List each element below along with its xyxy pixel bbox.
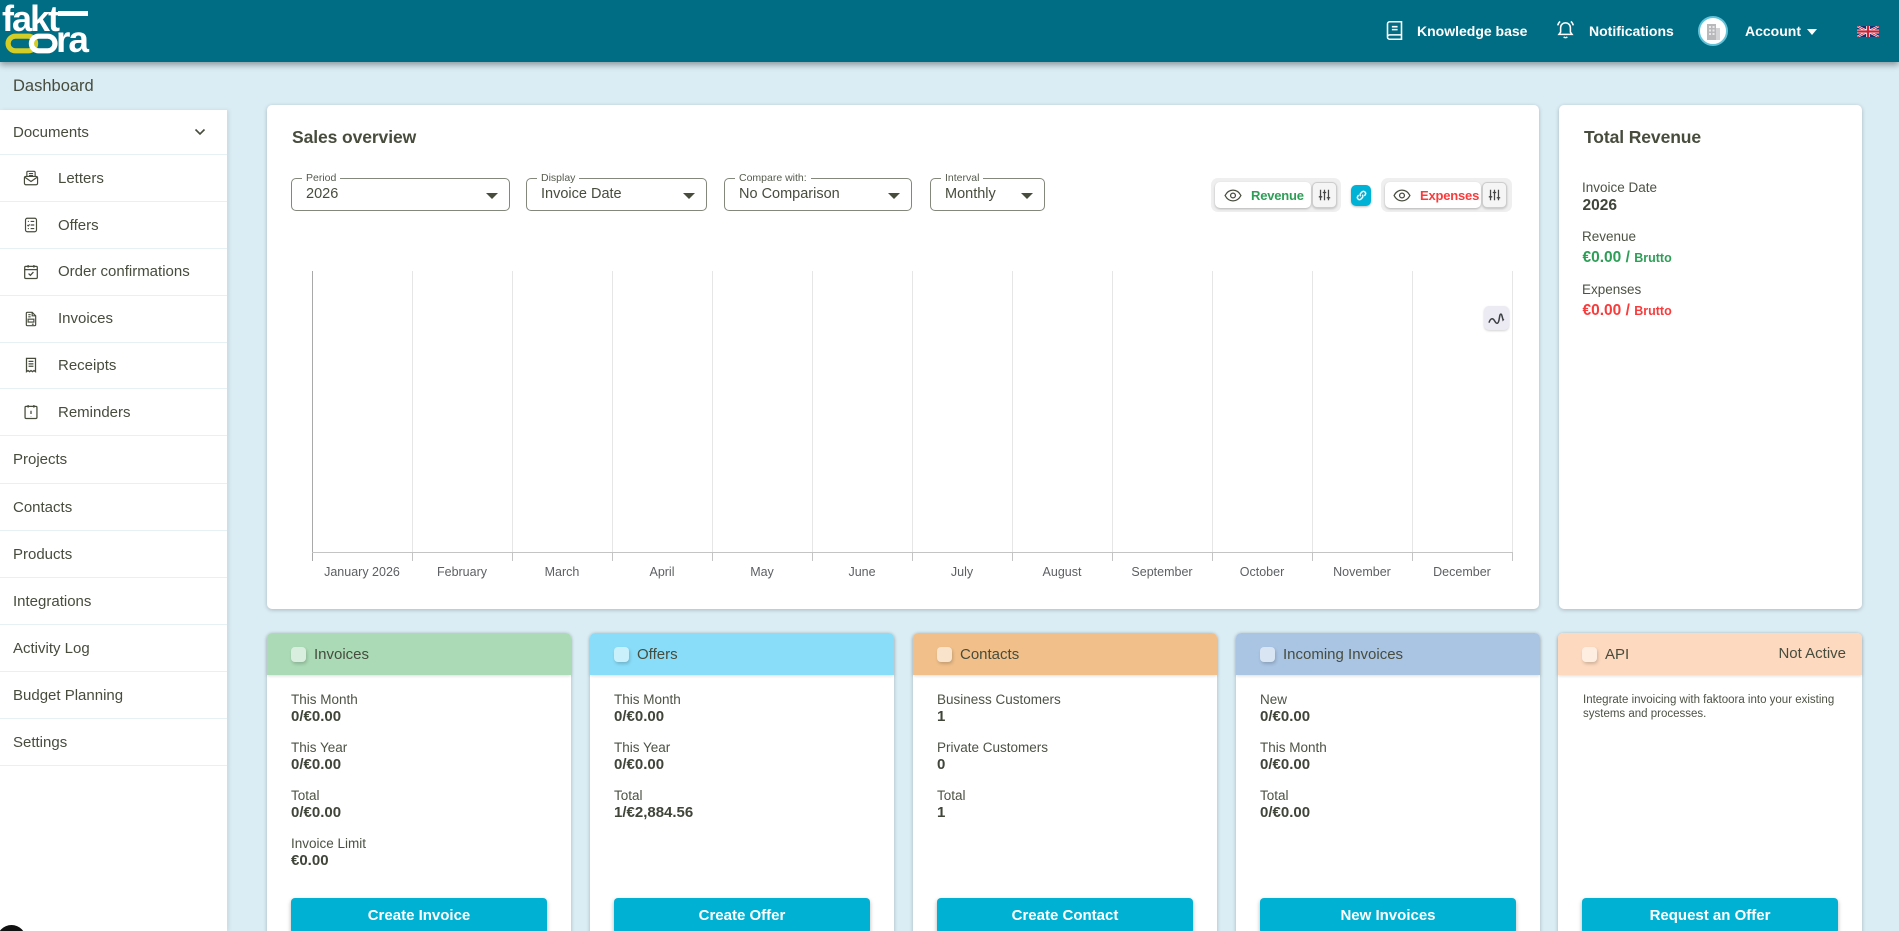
svg-text:April: April	[649, 565, 674, 579]
svg-text:June: June	[848, 565, 875, 579]
svg-text:October: October	[1240, 565, 1284, 579]
svg-text:August: August	[1043, 565, 1082, 579]
svg-text:September: September	[1131, 565, 1192, 579]
svg-text:December: December	[1433, 565, 1491, 579]
svg-text:July: July	[951, 565, 974, 579]
svg-text:May: May	[750, 565, 774, 579]
svg-text:March: March	[545, 565, 580, 579]
svg-text:February: February	[437, 565, 488, 579]
svg-text:January 2026: January 2026	[324, 565, 400, 579]
svg-text:November: November	[1333, 565, 1391, 579]
